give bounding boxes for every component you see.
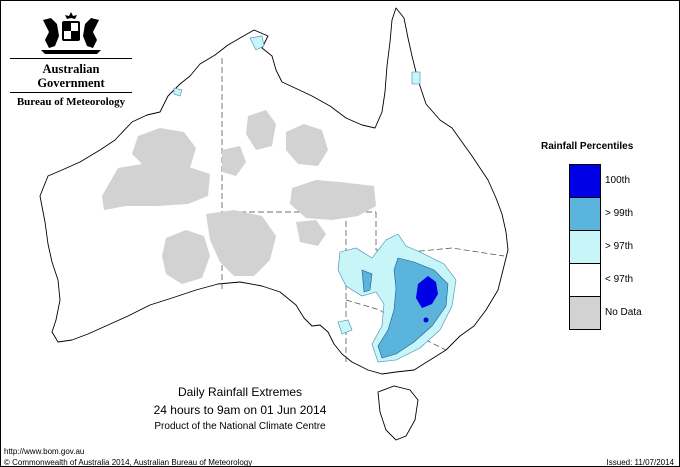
legend-label: > 99th [605,208,634,219]
map-title: Daily Rainfall Extremes [177,385,303,399]
legend-item-no-data: No Data [569,296,642,330]
agency-name: Bureau of Meteorology [16,96,126,108]
copyright-notice: © Commonwealth of Australia 2014, Austra… [4,458,253,467]
divider [10,58,132,59]
legend-item-97th: > 97th [569,230,633,263]
map-period: 24 hours to 9am on 01 Jun 2014 [153,403,327,417]
legend-label: 100th [605,175,631,186]
legend-item-100th: 100th [569,164,630,197]
coat-of-arms-icon [41,12,101,54]
issued-date: Issued: 11/07/2014 [606,458,674,467]
website-link[interactable]: http://www.bom.gov.au [4,447,85,456]
legend-label: No Data [605,307,642,318]
government-branding: Australian Government Bureau of Meteorol… [10,10,132,109]
tasmania-outline [377,385,419,441]
no-data-areas [102,110,376,284]
legend-item-99th: > 99th [569,197,633,230]
rainfall-100th-areas [416,276,438,323]
legend-item-below-97th: < 97th [569,263,633,296]
legend: 100th > 99th > 97th < 97th No Data [569,164,642,330]
legend-label: < 97th [605,274,634,285]
map-product: Product of the National Climate Centre [154,421,326,432]
legend-label: > 97th [605,241,634,252]
divider [10,92,132,93]
legend-title: Rainfall Percentiles [541,141,634,152]
gov-name: Australian Government [37,62,105,90]
